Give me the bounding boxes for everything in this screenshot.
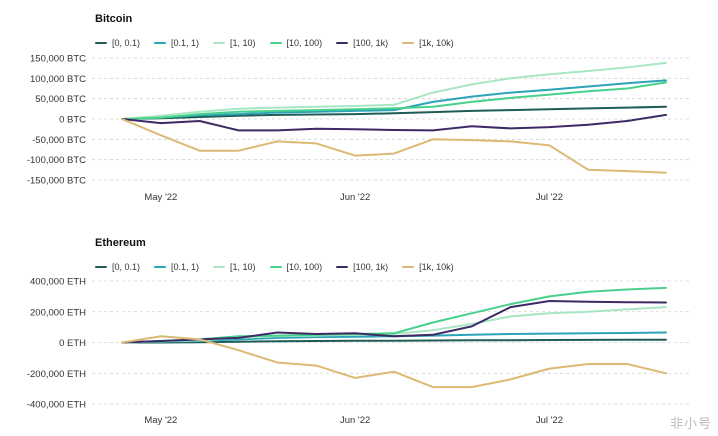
bitcoin-y-tick-label: -100,000 BTC [27,155,86,166]
bitcoin-series-line [121,81,667,120]
legend-swatch [213,42,226,44]
legend-swatch [154,42,167,44]
legend-swatch [402,42,415,44]
legend-label: [100, 1k) [353,262,389,272]
legend-label: [0, 0.1) [112,38,141,48]
bitcoin-y-tick-label: 100,000 BTC [30,74,86,85]
legend-swatch [402,266,415,268]
legend-swatch [95,266,107,268]
bitcoin-x-tick-label: Jul '22 [536,192,563,203]
legend-item: [0, 0.1) [95,262,140,272]
legend-item: [0.1, 1) [154,262,199,272]
legend-item: [100, 1k) [336,262,388,272]
bitcoin-y-tick-label: -50,000 BTC [32,135,86,146]
legend-label: [0.1, 1) [171,262,200,272]
legend-item: [10, 100) [269,38,323,48]
bitcoin-legend: [0, 0.1) [0.1, 1) [1, 10) [10, 100) [100, 1k… [95,36,454,50]
ethereum-panel: Ethereum [0, 0.1) [0.1, 1) [1, 10) [10, 100… [0,218,718,436]
bitcoin-chart-title: Bitcoin [95,13,133,25]
legend-label: [100, 1k) [353,38,389,48]
ethereum-chart-title: Ethereum [95,237,146,249]
ethereum-y-tick-label: -200,000 ETH [27,369,86,380]
legend-label: [0, 0.1) [112,262,141,272]
legend-item: [1, 10) [213,38,256,48]
legend-label: [1k, 10k) [419,38,454,48]
bitcoin-x-tick-label: Jun '22 [340,192,370,203]
legend-label: [10, 100) [286,38,323,48]
ethereum-legend: [0, 0.1) [0.1, 1) [1, 10) [10, 100) [100, 1k… [95,260,454,274]
legend-label: [1k, 10k) [419,262,454,272]
ethereum-line-chart: 400,000 ETH 200,000 ETH 0 ETH -200,000 ETH -… [27,277,690,426]
legend-swatch [95,42,107,44]
legend-swatch [269,42,282,44]
ethereum-x-tick-label: Jul '22 [536,415,563,426]
legend-swatch [213,266,226,268]
legend-item: [1, 10) [213,262,256,272]
legend-item: [0, 0.1) [95,38,140,48]
legend-label: [1, 10) [230,38,256,48]
bitcoin-y-tick-label: 150,000 BTC [30,54,86,65]
bitcoin-series-line [121,79,667,120]
bitcoin-y-tick-label: 0 BTC [59,115,86,126]
ethereum-series-line [121,335,667,389]
bitcoin-series-line [121,118,667,174]
ethereum-series-line [121,300,667,344]
bitcoin-panel: Bitcoin [0, 0.1) [0.1, 1) [1, 10) [10, 100)… [27,13,690,203]
legend-swatch [336,42,349,44]
legend-item: [0.1, 1) [154,38,199,48]
bitcoin-series-line [121,113,667,132]
ethereum-y-tick-label: 200,000 ETH [30,307,86,318]
legend-swatch [336,266,349,268]
legend-swatch [269,266,282,268]
bitcoin-series-line [121,61,667,120]
ethereum-y-tick-label: -400,000 ETH [27,400,86,411]
ethereum-x-tick-label: Jun '22 [340,415,370,426]
legend-item: [100, 1k) [336,38,388,48]
ethereum-y-tick-label: 0 ETH [59,338,86,349]
bitcoin-line-chart: 150,000 BTC 100,000 BTC 50,000 BTC 0 BTC -50… [27,54,690,203]
bitcoin-x-tick-label: May '22 [144,192,177,203]
legend-label: [1, 10) [230,262,256,272]
legend-item: [1k, 10k) [402,262,454,272]
legend-label: [10, 100) [286,262,323,272]
legend-item: [1k, 10k) [402,38,454,48]
ethereum-y-tick-label: 400,000 ETH [30,277,86,288]
bitcoin-series-line [121,105,667,120]
legend-item: [10, 100) [269,262,323,272]
bitcoin-y-tick-label: 50,000 BTC [35,94,86,105]
legend-label: [0.1, 1) [171,38,200,48]
watermark-text: 非小号 [669,416,712,431]
ethereum-x-tick-label: May '22 [144,415,177,426]
legend-swatch [154,266,167,268]
bitcoin-y-tick-label: -150,000 BTC [27,176,86,187]
